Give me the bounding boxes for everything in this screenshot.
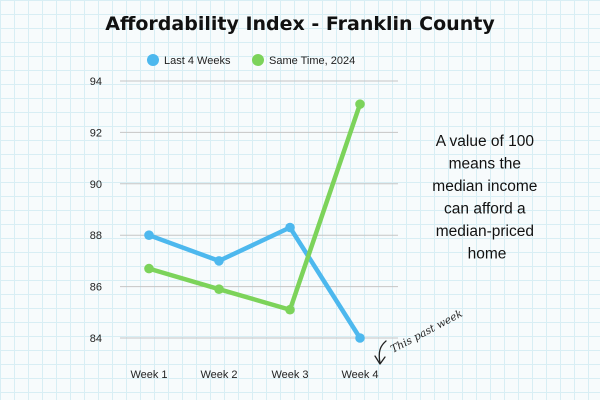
annotation-text: A value of 100 means the median income c…: [432, 133, 541, 263]
callout: This past week: [374, 308, 465, 365]
legend-label-last-4-weeks: Last 4 Weeks: [164, 55, 231, 67]
annotation-line: median-priced: [436, 223, 534, 240]
data-point: [214, 284, 224, 294]
annotation-line: A value of 100: [436, 133, 535, 150]
annotation-line: median income: [432, 178, 537, 195]
data-point: [214, 256, 224, 266]
y-tick-label: 92: [90, 127, 102, 139]
data-point: [285, 304, 295, 315]
legend-label-same-time-2024: Same Time, 2024: [269, 55, 355, 67]
y-tick-label: 86: [90, 282, 102, 294]
y-tick-label: 94: [90, 76, 102, 88]
data-point: [355, 333, 365, 343]
data-point: [285, 222, 295, 233]
series-line: [146, 101, 363, 312]
y-tick-label: 90: [90, 179, 102, 191]
callout-arrowhead-icon: [374, 355, 386, 365]
x-tick-label: Week 3: [271, 369, 308, 381]
callout-arrow-icon: [378, 340, 387, 364]
chart-title: Affordability Index - Franklin County: [105, 13, 495, 35]
x-tick-label: Week 4: [341, 369, 378, 381]
data-point: [355, 99, 365, 109]
x-tick-label: Week 2: [200, 369, 237, 381]
y-tick-label: 88: [90, 230, 102, 242]
data-point: [144, 230, 154, 240]
y-tick-label: 84: [90, 333, 102, 345]
data-point: [144, 263, 154, 274]
y-gridlines: [120, 80, 398, 339]
legend: Last 4 Weeks Same Time, 2024: [147, 54, 355, 67]
annotation-line: means the: [449, 156, 521, 173]
series-same-time-2024: [144, 99, 365, 315]
x-tick-label: Week 1: [130, 369, 167, 381]
series-last-4-weeks: [144, 222, 365, 343]
y-tick-labels: 84 86 88 90 92 94: [90, 76, 102, 345]
series-lines: [144, 99, 365, 343]
x-tick-labels: Week 1 Week 2 Week 3 Week 4: [130, 369, 378, 381]
annotation-line: home: [468, 246, 507, 263]
legend-marker-last-4-weeks: [147, 54, 159, 66]
callout-text: This past week: [389, 308, 465, 356]
legend-marker-same-time-2024: [252, 54, 264, 66]
series-line: [146, 225, 363, 341]
annotation-line: can afford a: [444, 201, 526, 218]
